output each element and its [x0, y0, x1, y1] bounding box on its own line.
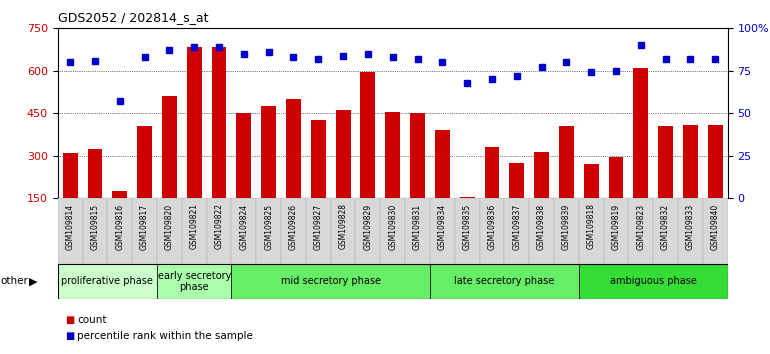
- Bar: [579, 198, 604, 264]
- Text: GSM109822: GSM109822: [215, 204, 223, 250]
- Bar: [137, 126, 152, 241]
- Bar: [529, 198, 554, 264]
- Text: GSM109838: GSM109838: [537, 204, 546, 250]
- Text: early secretory
phase: early secretory phase: [158, 270, 231, 292]
- Bar: [604, 198, 628, 264]
- Bar: [653, 198, 678, 264]
- Bar: [380, 198, 405, 264]
- Text: GSM109827: GSM109827: [313, 204, 323, 250]
- Bar: [658, 126, 673, 241]
- Text: GSM109823: GSM109823: [636, 204, 645, 250]
- Bar: [509, 163, 524, 241]
- Text: GSM109840: GSM109840: [711, 204, 720, 250]
- Bar: [336, 110, 350, 241]
- Text: ▶: ▶: [29, 276, 38, 286]
- Bar: [306, 198, 330, 264]
- Bar: [82, 198, 107, 264]
- Text: GSM109819: GSM109819: [611, 204, 621, 250]
- Text: mid secretory phase: mid secretory phase: [281, 276, 380, 286]
- Text: GSM109830: GSM109830: [388, 204, 397, 250]
- Text: GSM109832: GSM109832: [661, 204, 670, 250]
- Bar: [534, 152, 549, 241]
- Bar: [62, 153, 78, 241]
- Bar: [634, 68, 648, 241]
- Bar: [683, 125, 698, 241]
- Bar: [430, 264, 579, 299]
- Text: GSM109829: GSM109829: [363, 204, 373, 250]
- Text: ■: ■: [65, 315, 75, 325]
- Bar: [330, 198, 356, 264]
- Text: GSM109835: GSM109835: [463, 204, 472, 250]
- Text: GSM109817: GSM109817: [140, 204, 149, 250]
- Text: GDS2052 / 202814_s_at: GDS2052 / 202814_s_at: [58, 11, 208, 24]
- Bar: [236, 113, 251, 241]
- Bar: [261, 106, 276, 241]
- Bar: [58, 264, 157, 299]
- Text: GSM109831: GSM109831: [413, 204, 422, 250]
- Text: other: other: [1, 276, 28, 286]
- Bar: [58, 198, 82, 264]
- Bar: [212, 47, 226, 241]
- Bar: [311, 120, 326, 241]
- Text: GSM109815: GSM109815: [90, 204, 99, 250]
- Text: GSM109824: GSM109824: [239, 204, 249, 250]
- Bar: [112, 191, 127, 241]
- Bar: [88, 149, 102, 241]
- Bar: [356, 198, 380, 264]
- Bar: [484, 147, 500, 241]
- Bar: [281, 198, 306, 264]
- Bar: [455, 198, 480, 264]
- Text: GSM109826: GSM109826: [289, 204, 298, 250]
- Bar: [584, 164, 598, 241]
- Text: GSM109818: GSM109818: [587, 204, 596, 250]
- Bar: [708, 125, 723, 241]
- Text: GSM109837: GSM109837: [512, 204, 521, 250]
- Text: GSM109834: GSM109834: [438, 204, 447, 250]
- Bar: [232, 264, 430, 299]
- Text: proliferative phase: proliferative phase: [62, 276, 153, 286]
- Bar: [360, 72, 375, 241]
- Text: GSM109825: GSM109825: [264, 204, 273, 250]
- Text: ■: ■: [65, 331, 75, 341]
- Bar: [480, 198, 504, 264]
- Bar: [504, 198, 529, 264]
- Bar: [608, 157, 624, 241]
- Text: GSM109839: GSM109839: [562, 204, 571, 250]
- Text: late secretory phase: late secretory phase: [454, 276, 554, 286]
- Bar: [132, 198, 157, 264]
- Text: GSM109821: GSM109821: [189, 204, 199, 250]
- Text: GSM109820: GSM109820: [165, 204, 174, 250]
- Bar: [405, 198, 430, 264]
- Bar: [232, 198, 256, 264]
- Text: GSM109816: GSM109816: [116, 204, 124, 250]
- Bar: [256, 198, 281, 264]
- Bar: [678, 198, 703, 264]
- Bar: [579, 264, 728, 299]
- Bar: [410, 113, 425, 241]
- Text: GSM109833: GSM109833: [686, 204, 695, 250]
- Bar: [187, 47, 202, 241]
- Bar: [703, 198, 728, 264]
- Text: GSM109814: GSM109814: [65, 204, 75, 250]
- Bar: [286, 99, 301, 241]
- Bar: [430, 198, 455, 264]
- Text: ambiguous phase: ambiguous phase: [610, 276, 697, 286]
- Bar: [554, 198, 579, 264]
- Bar: [460, 197, 474, 241]
- Bar: [628, 198, 653, 264]
- Bar: [157, 264, 232, 299]
- Text: GSM109828: GSM109828: [339, 204, 347, 250]
- Bar: [162, 96, 177, 241]
- Bar: [435, 130, 450, 241]
- Bar: [107, 198, 132, 264]
- Bar: [182, 198, 206, 264]
- Bar: [385, 112, 400, 241]
- Bar: [157, 198, 182, 264]
- Text: percentile rank within the sample: percentile rank within the sample: [77, 331, 253, 341]
- Bar: [206, 198, 232, 264]
- Text: count: count: [77, 315, 106, 325]
- Bar: [559, 126, 574, 241]
- Text: GSM109836: GSM109836: [487, 204, 497, 250]
